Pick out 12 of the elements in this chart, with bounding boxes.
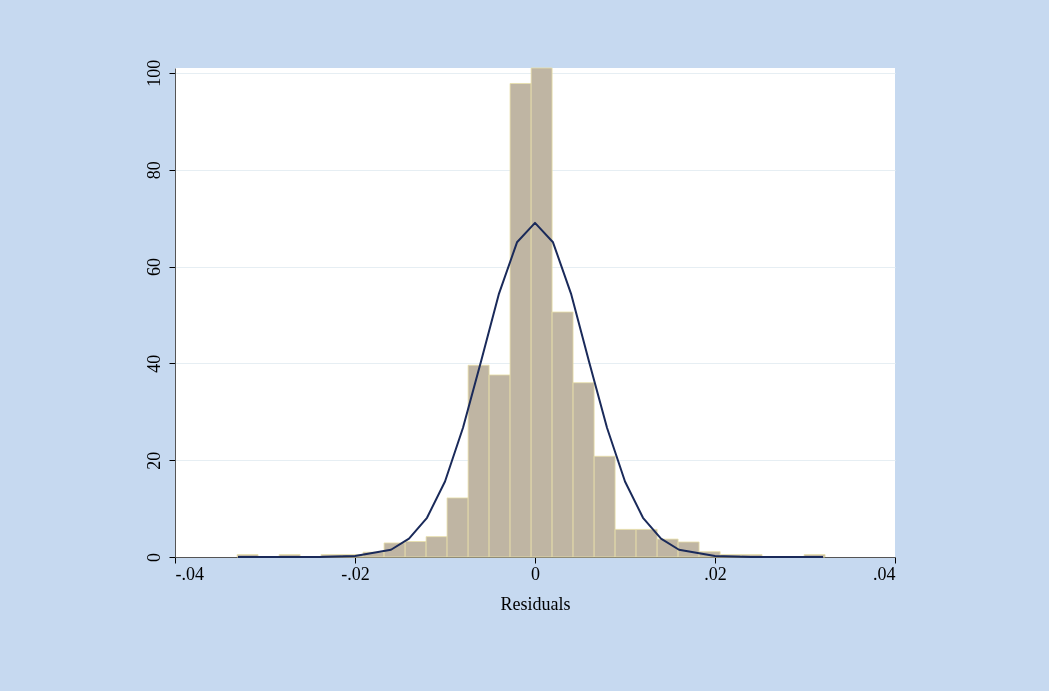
x-tick-label: .04: [873, 563, 896, 584]
y-tick-label: 20: [143, 451, 164, 470]
x-tick-label: -.02: [341, 563, 370, 584]
y-tick-label: 40: [143, 354, 164, 373]
x-tick-label: .02: [704, 563, 727, 584]
x-tick-label: 0: [531, 563, 540, 584]
x-axis-title: Residuals: [500, 593, 571, 614]
y-tick-label: 100: [143, 59, 164, 87]
y-tick-label: 60: [143, 258, 164, 276]
x-tick-label: -.04: [175, 563, 204, 584]
y-tick-label: 80: [143, 161, 164, 180]
y-tick-label: 0: [143, 553, 164, 562]
